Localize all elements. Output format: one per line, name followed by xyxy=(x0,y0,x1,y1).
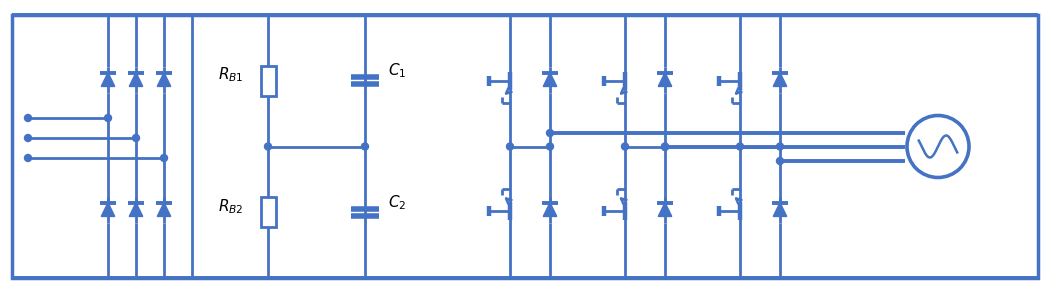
Polygon shape xyxy=(129,73,143,86)
Circle shape xyxy=(24,134,32,142)
Bar xyxy=(260,197,275,227)
Circle shape xyxy=(24,154,32,161)
Polygon shape xyxy=(101,202,114,217)
Circle shape xyxy=(265,143,272,150)
Circle shape xyxy=(662,143,669,150)
Polygon shape xyxy=(129,202,143,217)
Bar xyxy=(12,15,1038,278)
Circle shape xyxy=(736,143,743,150)
Circle shape xyxy=(777,143,783,150)
Circle shape xyxy=(662,144,669,151)
Text: $C_1$: $C_1$ xyxy=(387,62,406,80)
Circle shape xyxy=(622,143,629,150)
Polygon shape xyxy=(658,73,672,86)
Polygon shape xyxy=(101,73,114,86)
Bar xyxy=(260,66,275,96)
Circle shape xyxy=(105,115,111,122)
Polygon shape xyxy=(658,202,672,217)
Polygon shape xyxy=(773,73,786,86)
Polygon shape xyxy=(543,202,556,217)
Circle shape xyxy=(546,143,553,150)
Circle shape xyxy=(132,134,140,142)
Circle shape xyxy=(161,154,168,161)
Polygon shape xyxy=(158,202,171,217)
Circle shape xyxy=(777,158,783,164)
Circle shape xyxy=(361,143,369,150)
Text: $R_{B1}$: $R_{B1}$ xyxy=(217,65,244,84)
Polygon shape xyxy=(773,202,786,217)
Text: $C_2$: $C_2$ xyxy=(387,193,406,212)
Polygon shape xyxy=(158,73,171,86)
Polygon shape xyxy=(543,73,556,86)
Circle shape xyxy=(24,115,32,122)
Circle shape xyxy=(546,130,553,137)
Text: $R_{B2}$: $R_{B2}$ xyxy=(217,197,244,216)
Circle shape xyxy=(506,143,513,150)
